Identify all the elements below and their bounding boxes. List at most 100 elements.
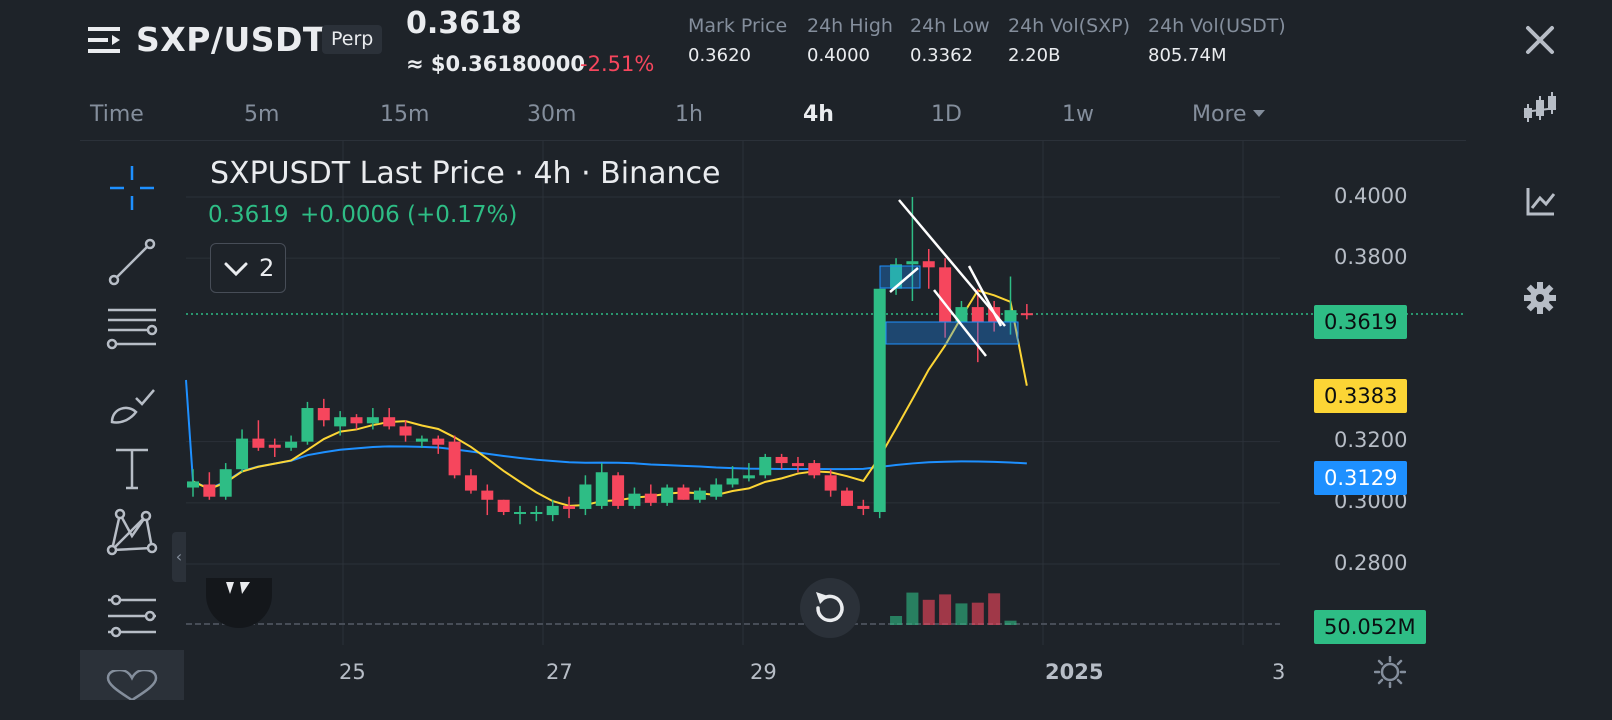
close-icon[interactable] — [1522, 22, 1558, 58]
candle-body — [906, 261, 919, 265]
price-tick-label: 0.4000 — [1334, 184, 1408, 208]
candle-body — [841, 490, 853, 506]
candle-body — [677, 487, 690, 500]
caret-down-icon — [1252, 109, 1265, 117]
volume-bar — [922, 599, 935, 625]
candle-body — [1004, 310, 1017, 323]
candle-body — [350, 417, 363, 424]
interval-15m[interactable]: 15m — [380, 102, 430, 127]
change-percent: -2.51% — [580, 52, 655, 76]
date-label-3: 3 — [1272, 660, 1286, 684]
candle-body — [187, 481, 199, 488]
candle-body — [628, 493, 641, 506]
chart-grid — [186, 140, 1466, 645]
interval-more-label: More — [1192, 102, 1247, 127]
trend-line — [898, 199, 1006, 327]
interval-5m[interactable]: 5m — [244, 102, 280, 127]
date-label-27: 27 — [546, 660, 573, 684]
volume-tag: 50.052M — [1314, 610, 1426, 644]
horizontal-lines-icon[interactable] — [106, 304, 158, 356]
brush-icon[interactable] — [106, 378, 158, 430]
volume-bars — [186, 592, 1280, 625]
interval-1w[interactable]: 1w — [1062, 102, 1094, 127]
candle-body — [661, 487, 674, 503]
legend-price: 0.3619 — [208, 202, 289, 228]
collapse-toolbar-tab[interactable]: ‹ — [172, 532, 186, 582]
ma-short-line — [192, 289, 1028, 507]
favorite-button[interactable] — [80, 650, 184, 700]
volume-bar — [1004, 620, 1017, 625]
candle-body — [514, 512, 526, 515]
candle-body — [563, 505, 576, 509]
candle-body — [383, 417, 396, 427]
candle-body — [334, 417, 347, 427]
legend-change: +0.0006 (+0.17%) — [300, 202, 518, 228]
interval-30m[interactable]: 30m — [527, 102, 577, 127]
symbol-name[interactable]: SXP/USDT — [136, 20, 326, 59]
heart-icon — [106, 670, 158, 700]
trend-drawings — [879, 199, 1019, 357]
stat-24h-high: 24h High 0.4000 — [807, 15, 893, 66]
interval-1d[interactable]: 1D — [931, 102, 962, 127]
last-price-tag: 0.3619 — [1314, 305, 1408, 339]
refresh-icon — [816, 592, 844, 623]
candle-body — [612, 475, 625, 506]
candle-body — [530, 512, 543, 515]
volume-bar — [988, 593, 1001, 625]
candle-body — [317, 408, 330, 421]
stat-24h-vol-sxp: 24h Vol(SXP) 2.20B — [1008, 15, 1131, 66]
line-chart-icon[interactable] — [1522, 184, 1558, 220]
candle-body — [399, 426, 412, 436]
price-tick-label: 0.2800 — [1334, 551, 1408, 575]
date-label-2025: 2025 — [1045, 660, 1104, 684]
candle-body — [415, 438, 428, 442]
interval-divider — [80, 140, 1466, 141]
menu-icon[interactable] — [88, 25, 120, 55]
candle-body — [742, 475, 755, 479]
candle-body — [644, 493, 657, 503]
candle-body — [922, 261, 935, 268]
interval-1h[interactable]: 1h — [675, 102, 703, 127]
price-tick-label: 0.3800 — [1334, 245, 1408, 269]
volume-bar — [971, 602, 984, 625]
ma-short-price-tag: 0.3383 — [1314, 379, 1408, 413]
trend-line — [889, 267, 919, 293]
crosshair-icon[interactable] — [106, 162, 158, 214]
candle-body — [546, 505, 559, 516]
gear-icon[interactable] — [1522, 280, 1558, 316]
candle-body — [1020, 313, 1033, 316]
volume-bar — [939, 594, 952, 625]
text-tool-icon[interactable] — [106, 442, 158, 494]
volume-bar — [955, 603, 968, 625]
volume-bar — [906, 592, 919, 625]
candle-body — [824, 475, 837, 491]
candle-body — [448, 441, 461, 476]
stat-24h-vol-usdt: 24h Vol(USDT) 805.74M — [1148, 15, 1286, 66]
trend-line-icon[interactable] — [106, 236, 158, 288]
chart-title: SXPUSDT Last Price · 4h · Binance — [210, 156, 721, 191]
chart-settings-icon[interactable] — [1374, 656, 1406, 688]
reset-chart-button[interactable] — [800, 578, 860, 638]
date-label-29: 29 — [750, 660, 777, 684]
price-tick-label: 0.3200 — [1334, 428, 1408, 452]
candlestick-icon[interactable] — [1522, 92, 1558, 128]
candle-body — [775, 456, 788, 464]
pattern-tool-icon[interactable] — [106, 506, 158, 558]
candle-body — [726, 478, 739, 485]
candle-body — [497, 499, 510, 513]
indicator-toggle-button[interactable]: 2 — [210, 243, 286, 293]
candle-body — [710, 484, 723, 497]
interval-4h[interactable]: 4h — [803, 102, 834, 127]
zone-box — [879, 265, 921, 289]
candle-body — [971, 307, 984, 323]
interval-more[interactable]: More — [1192, 102, 1265, 127]
interval-time[interactable]: Time — [90, 102, 144, 127]
fib-tool-icon[interactable] — [106, 594, 158, 646]
candle-body — [203, 484, 216, 497]
candle-body — [268, 444, 281, 448]
candle-body — [252, 438, 265, 448]
date-label-25: 25 — [339, 660, 366, 684]
volume-bar — [890, 616, 903, 625]
stat-24h-low: 24h Low 0.3362 — [910, 15, 990, 66]
